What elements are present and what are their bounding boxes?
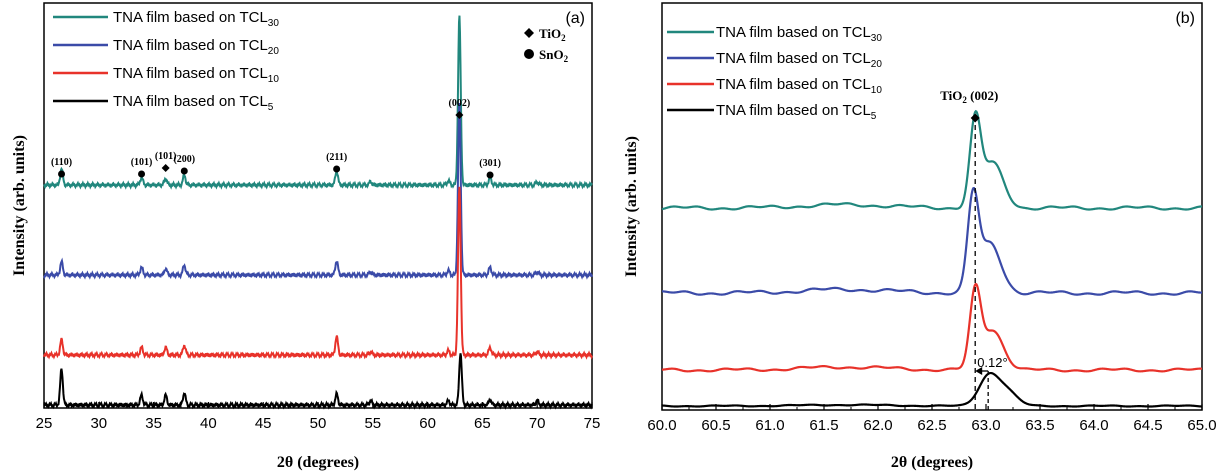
legend-entry: TNA film based on TCL5 bbox=[113, 93, 274, 113]
shift-arrow-head-icon bbox=[975, 367, 983, 375]
legend-entry: TNA film based on TCL10 bbox=[113, 65, 279, 85]
peak-label: (002) bbox=[449, 98, 471, 109]
legend-entry: TNA film based on TCL10 bbox=[716, 76, 882, 96]
x-tick-label: 62.0 bbox=[863, 417, 892, 434]
legend-entry: TNA film based on TCL30 bbox=[113, 9, 279, 29]
y-axis-title: Intensity (arb. units) bbox=[623, 136, 640, 277]
peak-marker-diamond bbox=[455, 111, 464, 119]
peak-label: (211) bbox=[326, 152, 347, 163]
peak-label: (200) bbox=[173, 154, 195, 165]
key-diamond-icon bbox=[524, 28, 534, 38]
x-tick-label: 65.0 bbox=[1187, 417, 1216, 434]
panel-a: 25 30 35 40 45 50 55 60 65 70 75 2θ (degrees) Intens… bbox=[11, 2, 601, 471]
x-axis-title: 2θ (degrees) bbox=[891, 454, 973, 471]
peak-label: (301) bbox=[479, 158, 501, 169]
peak-label: (101) bbox=[155, 151, 177, 162]
peak-marker-circle bbox=[333, 165, 341, 173]
x-tick-label: 61.5 bbox=[809, 417, 838, 434]
xrd-line-b bbox=[662, 186, 1203, 296]
x-tick-label: 63.0 bbox=[971, 417, 1000, 434]
x-tick-label: 45 bbox=[255, 415, 272, 432]
x-tick-label: 64.0 bbox=[1079, 417, 1108, 434]
x-tick-label: 30 bbox=[90, 415, 107, 432]
marker-key-label: SnO2 bbox=[539, 47, 569, 64]
peak-label: (101) bbox=[131, 157, 153, 168]
xrd-line-b bbox=[661, 371, 1203, 408]
tio2-diamond-icon bbox=[970, 113, 980, 123]
x-tick-label: 75 bbox=[584, 415, 601, 432]
xrd-line-a bbox=[43, 186, 593, 360]
tio2-peak-annotation: TiO2 (002) bbox=[940, 88, 998, 105]
peak-label: (110) bbox=[51, 157, 72, 168]
peak-marker-diamond bbox=[161, 164, 170, 172]
x-tick-label: 60.0 bbox=[647, 417, 676, 434]
legend-entry: TNA film based on TCL30 bbox=[716, 24, 882, 44]
legend-entry: TNA film based on TCL5 bbox=[716, 102, 877, 122]
x-tick-label: 40 bbox=[200, 415, 217, 432]
x-tick-label: 35 bbox=[145, 415, 162, 432]
peak-marker-circle bbox=[58, 170, 66, 178]
x-tick-label: 60.5 bbox=[701, 417, 730, 434]
x-tick-label: 70 bbox=[529, 415, 546, 432]
y-axis-title: Intensity (arb. units) bbox=[11, 135, 28, 276]
x-tick-label: 25 bbox=[36, 415, 53, 432]
shift-label: 0.12° bbox=[977, 355, 1008, 370]
xrd-line-b bbox=[661, 282, 1203, 373]
x-tick-label: 62.5 bbox=[917, 417, 946, 434]
panel-label-a: (a) bbox=[565, 10, 585, 27]
x-tick-label: 60 bbox=[419, 415, 436, 432]
plot-frame-a bbox=[43, 2, 593, 409]
x-tick-label: 50 bbox=[310, 415, 327, 432]
x-tick-label: 55 bbox=[364, 415, 381, 432]
key-circle-icon bbox=[524, 49, 534, 59]
x-axis-title: 2θ (degrees) bbox=[277, 454, 359, 471]
marker-key-label: TiO2 bbox=[539, 26, 566, 43]
peak-marker-circle bbox=[180, 167, 188, 175]
x-tick-label: 63.5 bbox=[1025, 417, 1054, 434]
peak-marker-circle bbox=[486, 171, 494, 179]
peak-marker-circle bbox=[138, 170, 146, 178]
legend-entry: TNA film based on TCL20 bbox=[113, 37, 279, 57]
xrd-line-a bbox=[43, 103, 593, 280]
panel-label-b: (b) bbox=[1175, 10, 1195, 27]
xrd-line-a bbox=[43, 15, 593, 190]
x-tick-label: 65 bbox=[474, 415, 491, 432]
panel-b: 60.0 60.5 61.0 61.5 62.0 62.5 63.0 63.5 64.0 64.5… bbox=[623, 2, 1217, 471]
xrd-line-b bbox=[661, 109, 1203, 211]
xrd-line-a bbox=[43, 353, 593, 410]
legend-entry: TNA film based on TCL20 bbox=[716, 50, 882, 70]
x-tick-label: 64.5 bbox=[1133, 417, 1162, 434]
x-tick-label: 61.0 bbox=[755, 417, 784, 434]
